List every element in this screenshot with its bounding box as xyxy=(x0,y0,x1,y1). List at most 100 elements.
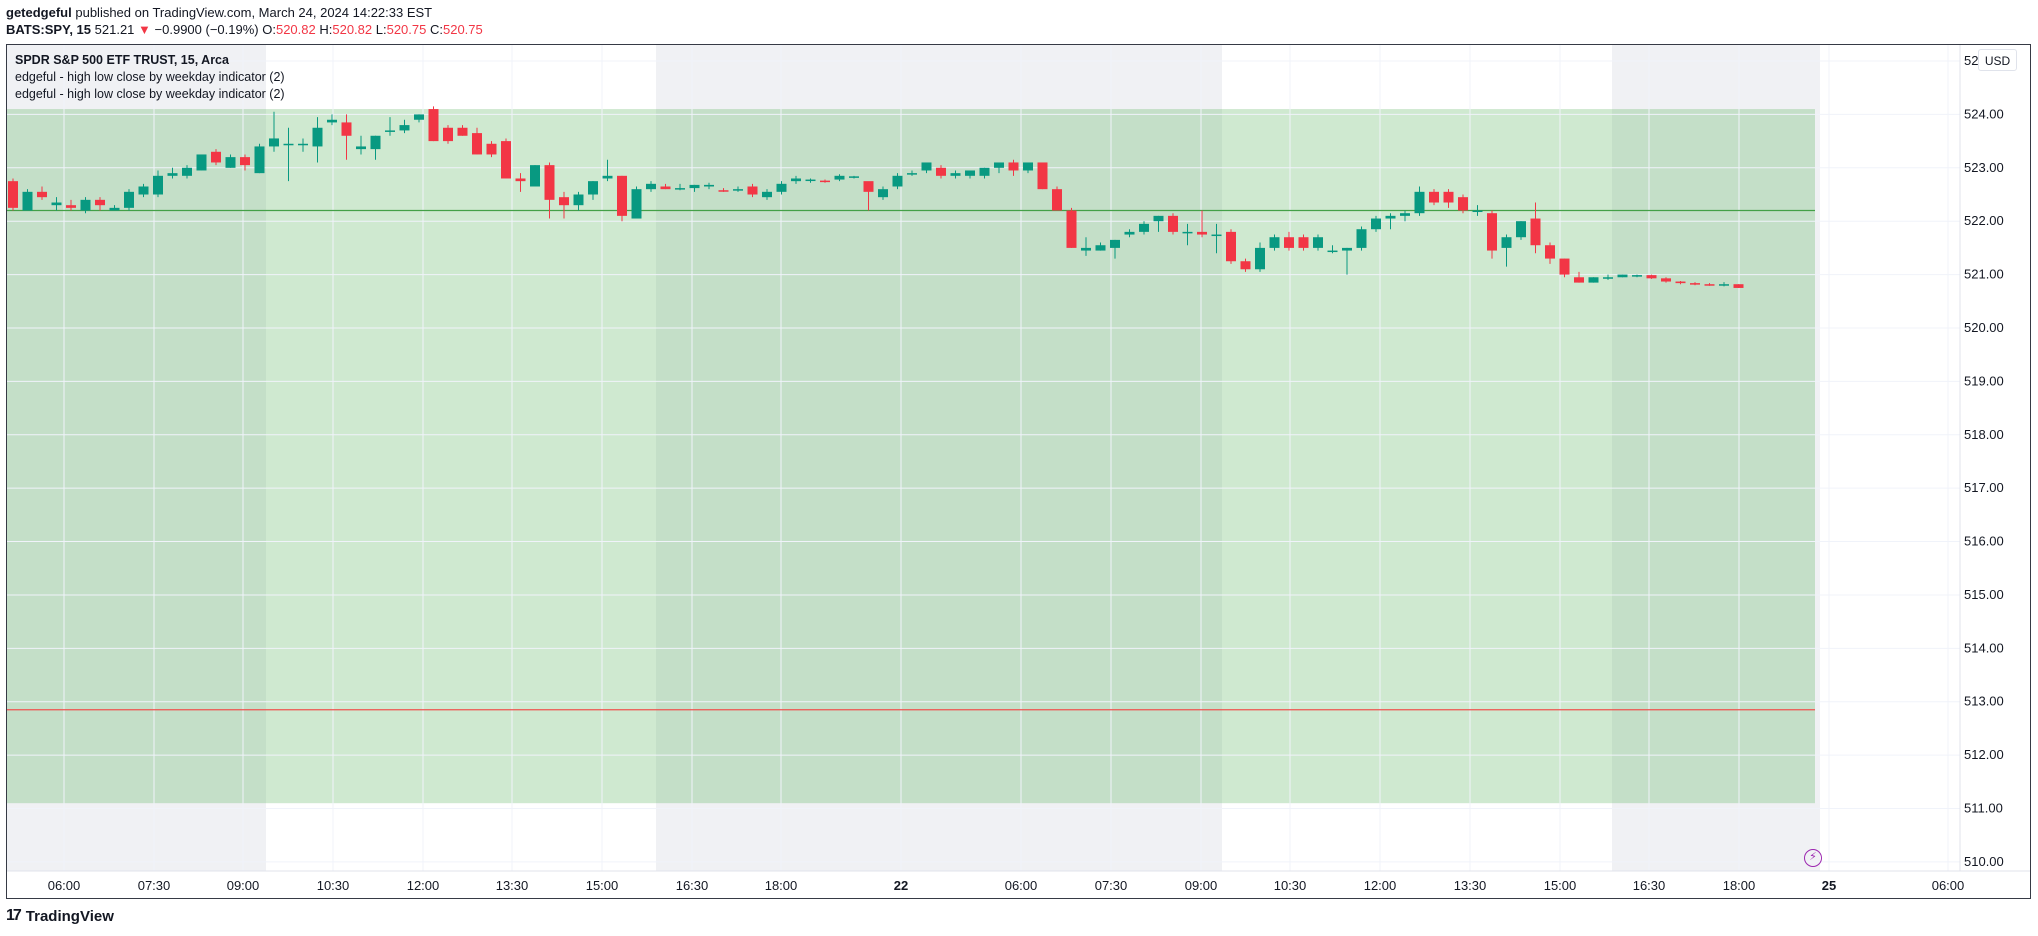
candle-body xyxy=(1661,278,1671,282)
candle-body xyxy=(1443,191,1454,203)
y-tick-label: 519.00 xyxy=(1964,373,2004,388)
session-shade xyxy=(1612,45,1820,871)
candle-body xyxy=(95,199,105,206)
y-tick-label: 515.00 xyxy=(1964,587,2004,602)
candle-body xyxy=(1617,274,1628,278)
session-shade xyxy=(656,45,1222,871)
candle-body xyxy=(559,197,569,206)
candle-body xyxy=(153,175,163,195)
candle-body xyxy=(718,190,729,192)
candle-body xyxy=(1124,231,1135,235)
x-tick-label: 10:30 xyxy=(317,878,350,893)
candle-body xyxy=(863,181,874,192)
candle-body xyxy=(254,146,265,174)
candle-body xyxy=(501,141,511,179)
candle-body xyxy=(1414,191,1425,214)
y-tick-label: 518.00 xyxy=(1964,427,2004,442)
candle-body xyxy=(298,143,308,146)
candle-body xyxy=(1429,191,1439,203)
close-value: 520.75 xyxy=(442,22,483,37)
candle-body xyxy=(1197,231,1207,235)
candle-body xyxy=(544,165,555,200)
candle-body xyxy=(196,154,207,171)
candle-body xyxy=(588,181,598,195)
candle-body xyxy=(109,207,120,211)
open-value: 520.82 xyxy=(275,22,316,37)
y-tick-label: 523.00 xyxy=(1964,160,2004,175)
candle-body xyxy=(312,127,323,147)
candle-body xyxy=(327,119,337,123)
tradingview-logo-icon: 17 xyxy=(6,907,22,924)
candle-body xyxy=(965,170,975,176)
candle-body xyxy=(225,157,236,168)
candle-body xyxy=(950,173,961,176)
candle-body xyxy=(921,162,932,171)
published-text: published on TradingView.com, March 24, … xyxy=(75,5,433,20)
x-tick-label: 07:30 xyxy=(138,878,171,893)
candle-body xyxy=(37,191,47,198)
candle-body xyxy=(1240,261,1251,270)
indicator-label-1[interactable]: edgeful - high low close by weekday indi… xyxy=(15,70,285,84)
y-tick-label: 521.00 xyxy=(1964,267,2004,282)
candle-body xyxy=(443,127,453,142)
candle-body xyxy=(660,186,671,190)
candle-body xyxy=(182,167,192,176)
x-tick-label: 16:30 xyxy=(1633,878,1666,893)
candle-body xyxy=(820,180,830,183)
candle-body xyxy=(1501,237,1512,248)
candle-body xyxy=(1603,277,1613,279)
chart-frame xyxy=(6,44,2031,899)
candle-body xyxy=(341,122,352,136)
candle-body xyxy=(1153,215,1164,222)
candle-body xyxy=(1646,275,1657,279)
candle-body xyxy=(138,186,149,195)
low-label: L: xyxy=(375,22,387,37)
price-change: −0.9900 (−0.19%) xyxy=(154,22,259,37)
indicator-label-2[interactable]: edgeful - high low close by weekday indi… xyxy=(15,87,285,101)
x-tick-label: 09:00 xyxy=(227,878,260,893)
candle-body xyxy=(1356,229,1367,248)
candle-body xyxy=(1487,213,1497,251)
candle-body xyxy=(124,191,134,208)
candle-body xyxy=(66,205,76,208)
candle-body xyxy=(1081,247,1091,251)
candle-body xyxy=(1182,231,1193,234)
candle-body xyxy=(486,143,497,155)
candle-body xyxy=(283,143,294,146)
publish-line: getedgeful published on TradingView.com,… xyxy=(6,4,483,21)
candle-body xyxy=(1675,281,1686,284)
candle-body xyxy=(704,184,714,187)
candle-body xyxy=(1545,245,1555,259)
candle-body xyxy=(1008,162,1019,171)
candle-body xyxy=(211,151,221,163)
candle-body xyxy=(602,175,613,179)
close-label: C: xyxy=(429,22,443,37)
candle-body xyxy=(979,167,990,176)
candle-body xyxy=(22,191,33,211)
down-arrow-icon: ▼ xyxy=(138,22,151,37)
candle-body xyxy=(240,157,250,166)
candle-body xyxy=(167,173,178,176)
candle-body xyxy=(1719,284,1729,286)
lightning-bolt-icon[interactable]: ⚡ xyxy=(1804,849,1822,867)
candle-body xyxy=(689,184,700,189)
author-name[interactable]: getedgeful xyxy=(6,5,72,20)
candle-body xyxy=(1284,237,1294,248)
high-label: H: xyxy=(319,22,333,37)
candle-body xyxy=(776,183,787,192)
candle-body xyxy=(1211,234,1222,237)
candle-body xyxy=(849,176,859,178)
x-tick-label: 12:00 xyxy=(1364,878,1397,893)
instrument-title[interactable]: SPDR S&P 500 ETF TRUST, 15, Arca xyxy=(15,53,229,67)
candle-body xyxy=(791,178,801,182)
candle-body xyxy=(733,189,743,191)
candle-body xyxy=(1516,221,1526,238)
candle-body xyxy=(1574,277,1584,283)
candle-body xyxy=(370,135,381,150)
y-tick-label: 522.00 xyxy=(1964,213,2004,228)
candle-body xyxy=(834,175,845,180)
currency-button[interactable]: USD xyxy=(1978,49,2017,71)
candle-body xyxy=(1690,283,1700,285)
brand-name: TradingView xyxy=(25,907,114,925)
